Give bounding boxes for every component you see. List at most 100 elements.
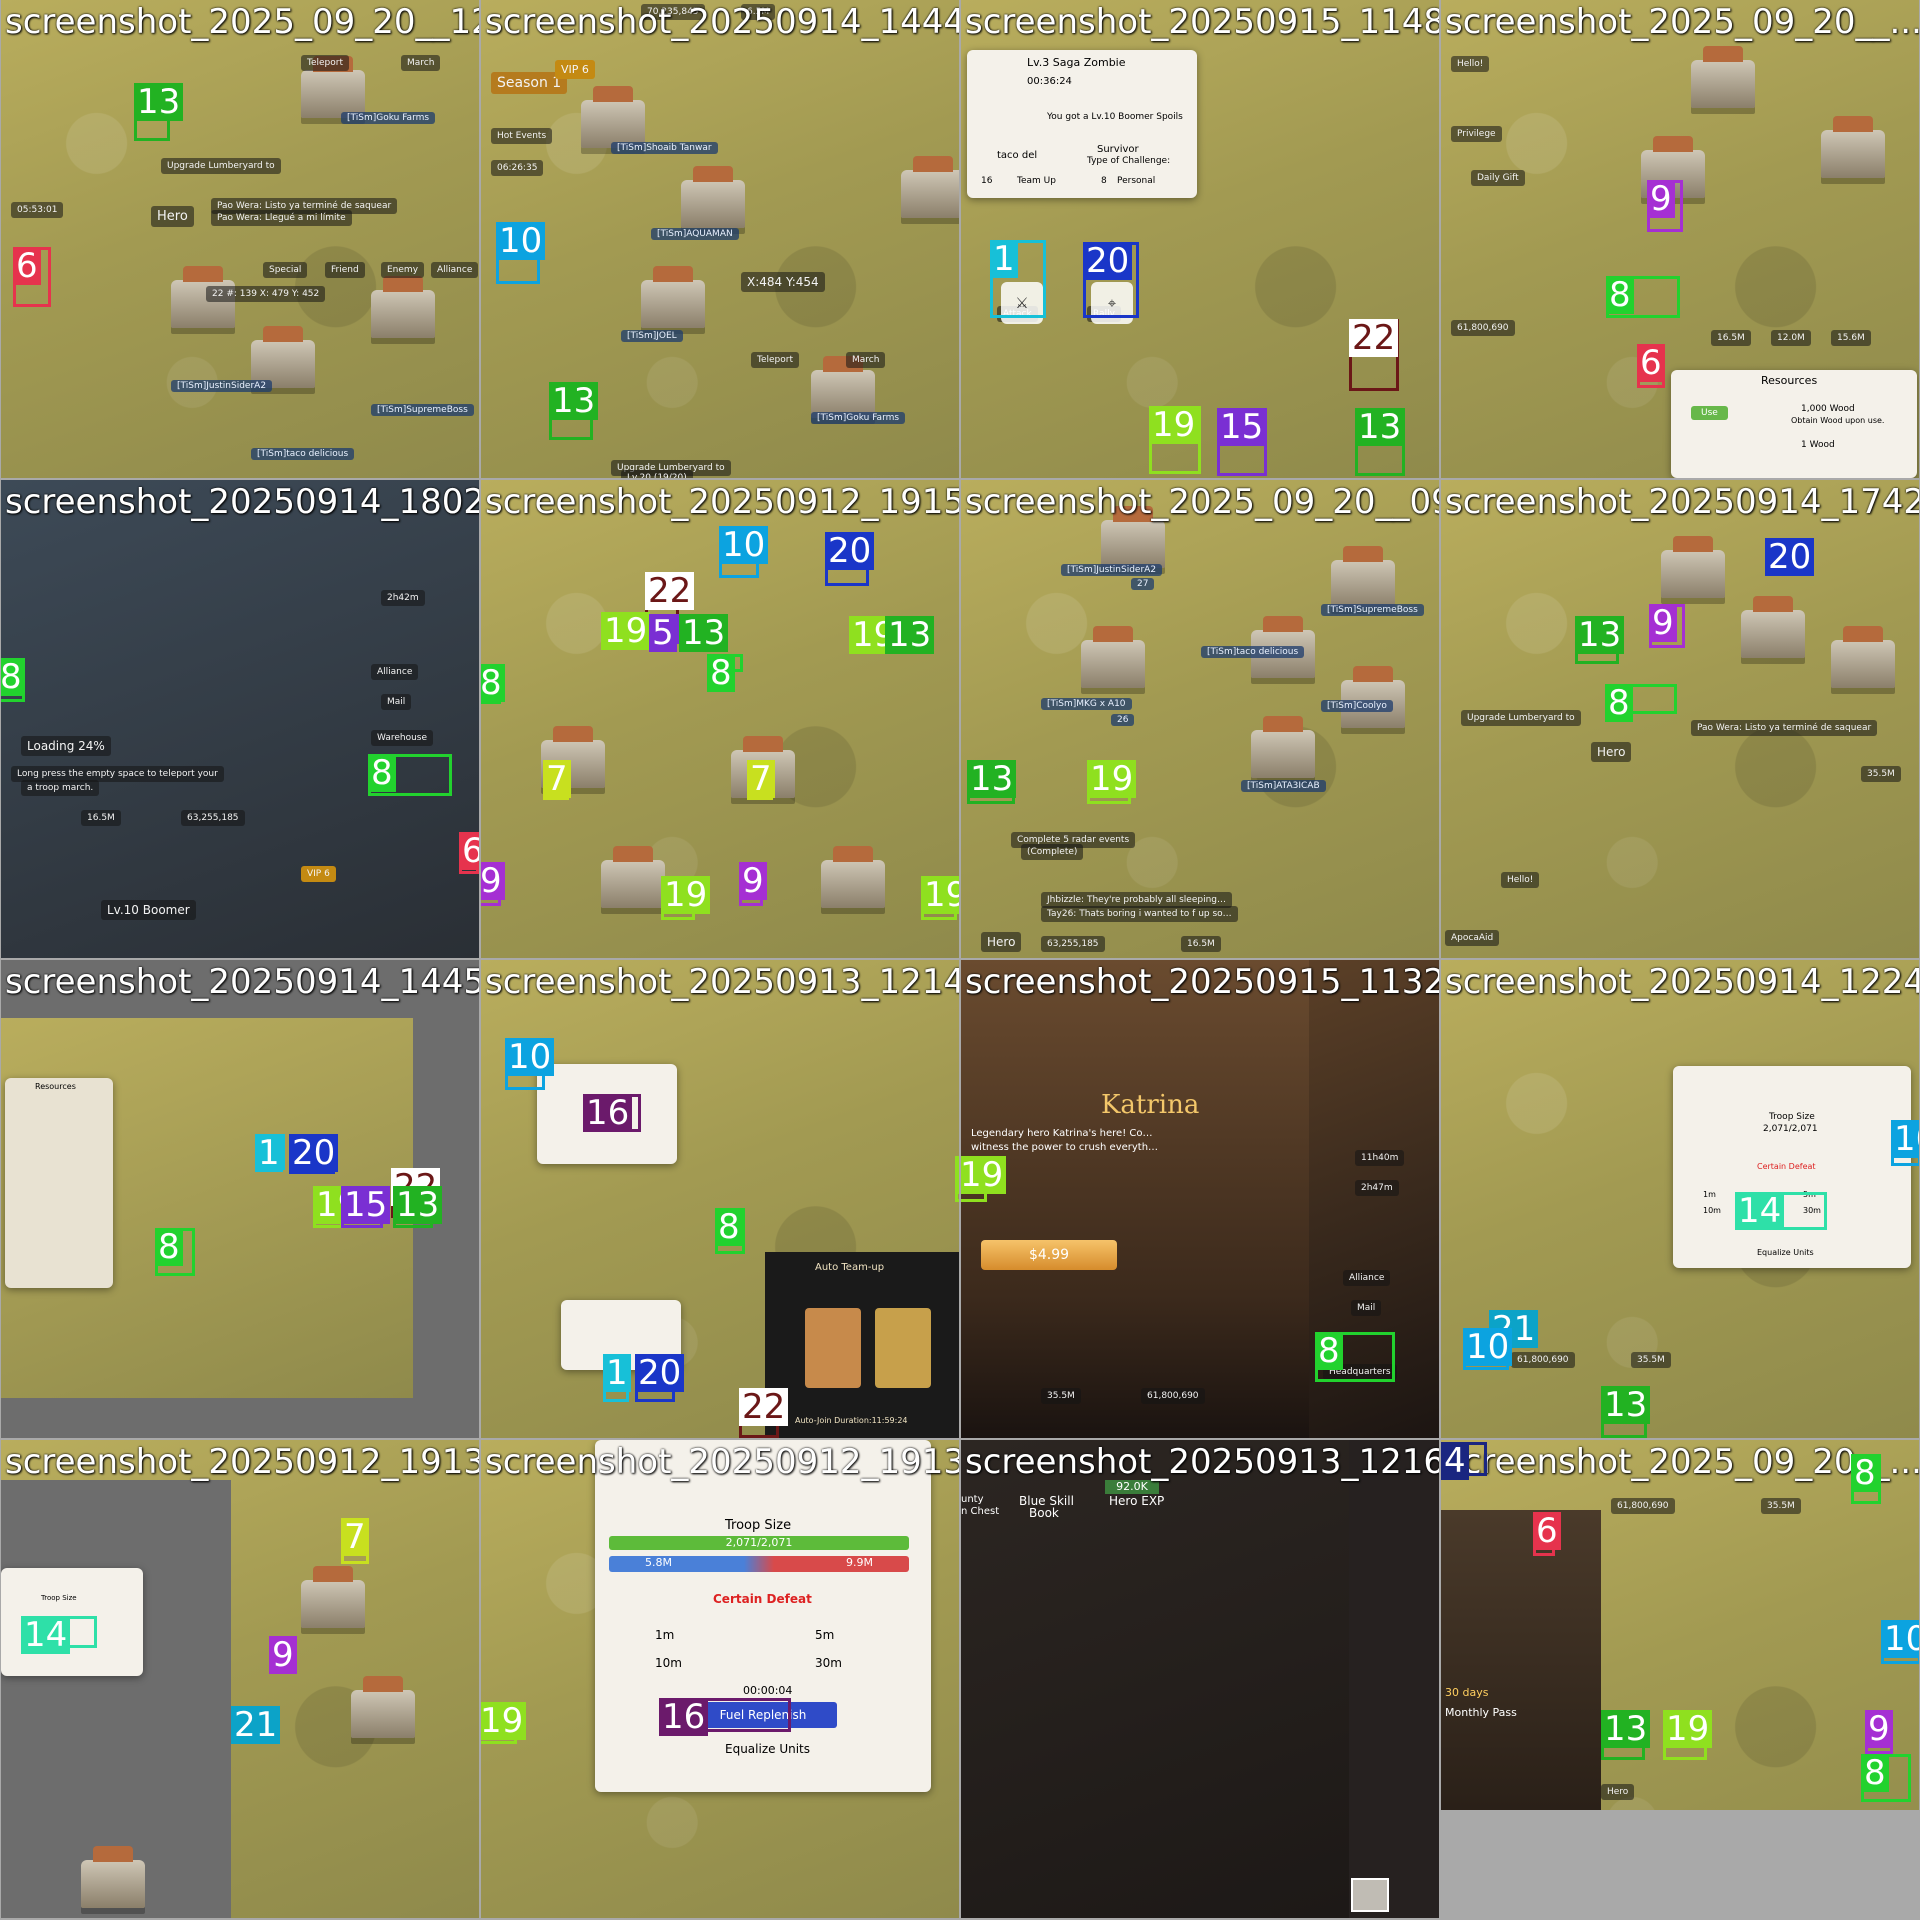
building[interactable] (301, 1580, 365, 1628)
purchase-button[interactable]: $4.99 (981, 1240, 1117, 1270)
personal-label[interactable]: Personal (1117, 176, 1155, 186)
tile-title: screenshot_20250913_121647_com... (965, 1442, 1439, 1482)
player-nameplate[interactable]: [TiSm]Goku Farms (811, 412, 905, 424)
building[interactable] (1691, 60, 1755, 108)
player-nameplate[interactable]: [TiSm]MKG x A10 (1041, 698, 1132, 710)
tile-10: screenshot_20250915_113206_com.lnf... Ka… (961, 960, 1439, 1438)
box-label: 9 (1647, 180, 1675, 218)
building[interactable] (681, 180, 745, 228)
building[interactable] (1081, 640, 1145, 688)
filter-special[interactable]: Special (263, 262, 307, 278)
player-nameplate[interactable]: [TiSm]ATA3ICAB (1241, 780, 1326, 792)
building[interactable] (811, 370, 875, 418)
monthly-pass-title[interactable]: Monthly Pass (1445, 1706, 1517, 1719)
building[interactable] (581, 100, 645, 148)
player-nameplate[interactable]: [TiSm]Coolyo (1321, 700, 1393, 712)
equalize-units-checkbox[interactable]: Equalize Units (1757, 1248, 1814, 1257)
player-nameplate[interactable]: [TiSm]JOEL (621, 330, 683, 342)
detection-box: 6 (459, 832, 479, 874)
building[interactable] (301, 70, 365, 118)
box-label: 13 (549, 382, 598, 420)
zombie-title[interactable]: Lv.10 Boomer (101, 900, 196, 920)
player-nameplate[interactable]: [TiSm]Shoaib Tanwar (611, 142, 718, 154)
player-nameplate[interactable]: [TiSm]AQUAMAN (651, 228, 739, 240)
filter-alliance[interactable]: Alliance (431, 262, 478, 278)
player-nameplate[interactable]: [TiSm]JustinSiderA2 (1061, 564, 1162, 576)
mail-button[interactable]: Mail (1351, 1300, 1381, 1316)
detection-box: 9 (739, 862, 763, 906)
resource-counter: 15.6M (1831, 330, 1871, 346)
hello-banner[interactable]: Hello! (1451, 56, 1489, 72)
time-option-10m[interactable]: 10m (1703, 1206, 1721, 1215)
equalize-units-checkbox[interactable]: Equalize Units (725, 1742, 810, 1756)
time-option-10m[interactable]: 10m (655, 1656, 682, 1670)
building[interactable] (821, 860, 885, 908)
box-label: 9 (1649, 604, 1677, 642)
alliance-button[interactable]: Alliance (371, 664, 418, 680)
filter-friend[interactable]: Friend (325, 262, 365, 278)
player-nameplate[interactable]: [TiSm]JustinSiderA2 (171, 380, 272, 392)
vip-badge[interactable]: VIP 6 (301, 866, 336, 882)
player-nameplate[interactable]: [TiSm]Goku Farms (341, 112, 435, 124)
zombie-card[interactable] (805, 1308, 861, 1388)
challenge-label: Type of Challenge: (1087, 156, 1170, 166)
building[interactable] (601, 860, 665, 908)
hello-banner[interactable]: Hello! (1501, 872, 1539, 888)
time-option-1m[interactable]: 1m (655, 1628, 674, 1642)
building[interactable] (1331, 560, 1395, 608)
tile-title: screenshot_20250914_144452_com.lnf... (485, 2, 959, 42)
time-option-30m[interactable]: 30m (815, 1656, 842, 1670)
hero-button[interactable]: Hero (1601, 1784, 1634, 1800)
player-nameplate[interactable]: [TiSm]taco delicious (1201, 646, 1304, 658)
detection-box: 8 (1, 658, 25, 702)
box-label: 8 (1851, 1454, 1879, 1492)
quest-text[interactable]: Upgrade Lumberyard to (1461, 710, 1581, 726)
box-label: 10 (719, 526, 768, 564)
player-nameplate[interactable]: [TiSm]SupremeBoss (371, 404, 474, 416)
privilege-label[interactable]: Privilege (1451, 126, 1502, 142)
hero-description-2: witness the power to crush everyth… (971, 1142, 1158, 1153)
box-label: 6 (1533, 1512, 1561, 1550)
march-button[interactable]: March (401, 55, 440, 71)
mail-button[interactable]: Mail (381, 694, 411, 710)
daily-gift-button[interactable]: Daily Gift (1471, 170, 1525, 186)
building[interactable] (641, 280, 705, 328)
hero-promo-background (961, 960, 1309, 1438)
filter-enemy[interactable]: Enemy (381, 262, 424, 278)
quest-text[interactable]: Upgrade Lumberyard to (161, 158, 281, 174)
building[interactable] (1101, 520, 1165, 568)
resource-counter: 16.5M (81, 810, 121, 826)
building[interactable] (81, 1860, 145, 1908)
player-nameplate[interactable]: [TiSm]SupremeBoss (1321, 604, 1424, 616)
zombie-card[interactable] (875, 1308, 931, 1388)
building[interactable] (1251, 730, 1315, 778)
teamup-label[interactable]: Team Up (1017, 176, 1056, 186)
coordinate-readout[interactable]: 22 #: 139 X: 479 Y: 452 (206, 286, 325, 302)
teleport-button[interactable]: Teleport (301, 55, 349, 71)
detection-box: 16 (583, 1094, 641, 1132)
avatar[interactable] (1351, 1878, 1389, 1912)
teleport-button[interactable]: Teleport (751, 352, 799, 368)
player-nameplate[interactable]: [TiSm]taco delicious (251, 448, 354, 460)
promo-banner[interactable]: ApocaAid (1445, 930, 1499, 946)
warehouse-button[interactable]: Warehouse (371, 730, 433, 746)
march-button[interactable]: March (846, 352, 885, 368)
building[interactable] (1741, 610, 1805, 658)
alliance-button[interactable]: Alliance (1343, 1270, 1390, 1286)
building[interactable] (351, 1690, 415, 1738)
hero-button[interactable]: Hero (981, 932, 1021, 952)
use-button[interactable]: Use (1691, 406, 1728, 420)
box-label: 19 (661, 876, 710, 914)
hero-button[interactable]: Hero (1591, 742, 1631, 762)
building[interactable] (1661, 550, 1725, 598)
time-option-1m[interactable]: 1m (1703, 1190, 1716, 1199)
building[interactable] (1821, 130, 1885, 178)
building[interactable] (1831, 640, 1895, 688)
time-option-5m[interactable]: 5m (815, 1628, 834, 1642)
hot-events-button[interactable]: Hot Events (491, 128, 552, 144)
vip-badge[interactable]: VIP 6 (555, 60, 595, 79)
hero-button[interactable]: Hero (151, 206, 194, 227)
building[interactable] (371, 290, 435, 338)
coordinate-readout[interactable]: X:484 Y:454 (741, 272, 825, 292)
building[interactable] (901, 170, 959, 218)
